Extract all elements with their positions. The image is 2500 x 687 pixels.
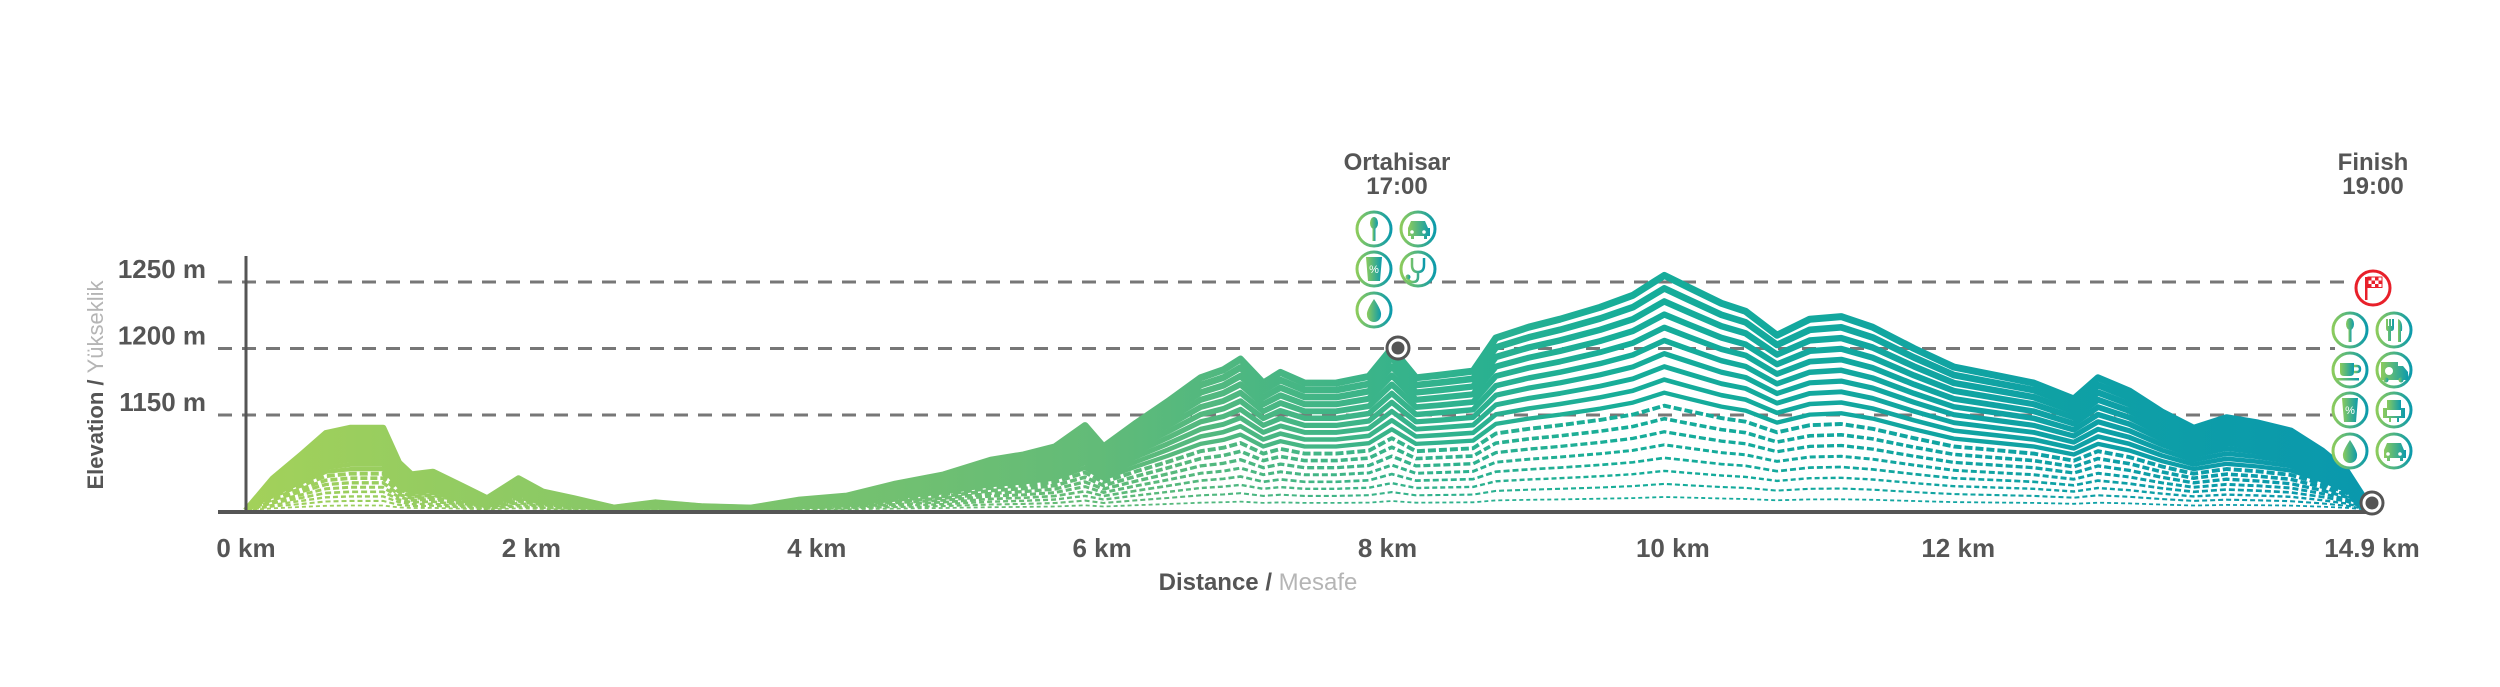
drink-icon: % <box>2331 391 2369 429</box>
y-axis-title: Elevation / Yükseklik <box>83 279 108 489</box>
water-drop-icon <box>1355 291 1393 329</box>
waypoint-time: 19:00 <box>2342 173 2403 200</box>
seat-icon <box>2375 391 2413 429</box>
elevation-profile-line <box>243 271 2375 514</box>
checkered-flag-icon <box>2354 269 2392 307</box>
x-tick-label: 0 km <box>216 533 275 563</box>
x-tick-label: 12 km <box>1921 533 1995 563</box>
x-axis-title: Distance / Mesafe <box>1159 569 1358 596</box>
waypoint-marker[interactable] <box>2359 490 2385 516</box>
car-icon <box>1399 210 1437 248</box>
waypoint-name: Ortahisar <box>1344 149 1451 176</box>
elevation-profile-line <box>245 482 2373 512</box>
elevation-profile-line <box>245 456 2373 512</box>
x-tick-label: 10 km <box>1636 533 1710 563</box>
coffee-cup-icon <box>2331 351 2369 389</box>
spoon-icon <box>1355 210 1393 248</box>
x-tick-label: 4 km <box>787 533 846 563</box>
elevation-profile-line <box>245 496 2373 511</box>
x-tick-label: 6 km <box>1072 533 1131 563</box>
stethoscope-icon <box>1399 250 1437 288</box>
waypoint-marker[interactable] <box>1385 335 1411 361</box>
svg-text:%: % <box>1369 264 1379 276</box>
y-tick-label: 1200 m <box>118 321 206 351</box>
x-tick-label: 14.9 km <box>2324 533 2419 563</box>
ambulance-icon <box>2375 351 2413 389</box>
waypoint-time: 17:00 <box>1366 173 1427 200</box>
drink-icon: % <box>1355 250 1393 288</box>
water-drop-icon <box>2331 432 2369 470</box>
waypoint-name: Finish <box>2338 149 2409 176</box>
y-tick-label: 1150 m <box>119 387 206 417</box>
elevation-profile-line <box>245 469 2373 512</box>
car-icon <box>2375 432 2413 470</box>
spoon-icon <box>2331 311 2369 349</box>
x-tick-label: 2 km <box>502 533 561 563</box>
x-tick-label: 8 km <box>1358 533 1417 563</box>
y-tick-label: 1250 m <box>118 254 206 284</box>
fork-knife-icon <box>2375 311 2413 349</box>
elevation-profile-line <box>245 443 2373 512</box>
svg-text:%: % <box>2345 405 2355 417</box>
